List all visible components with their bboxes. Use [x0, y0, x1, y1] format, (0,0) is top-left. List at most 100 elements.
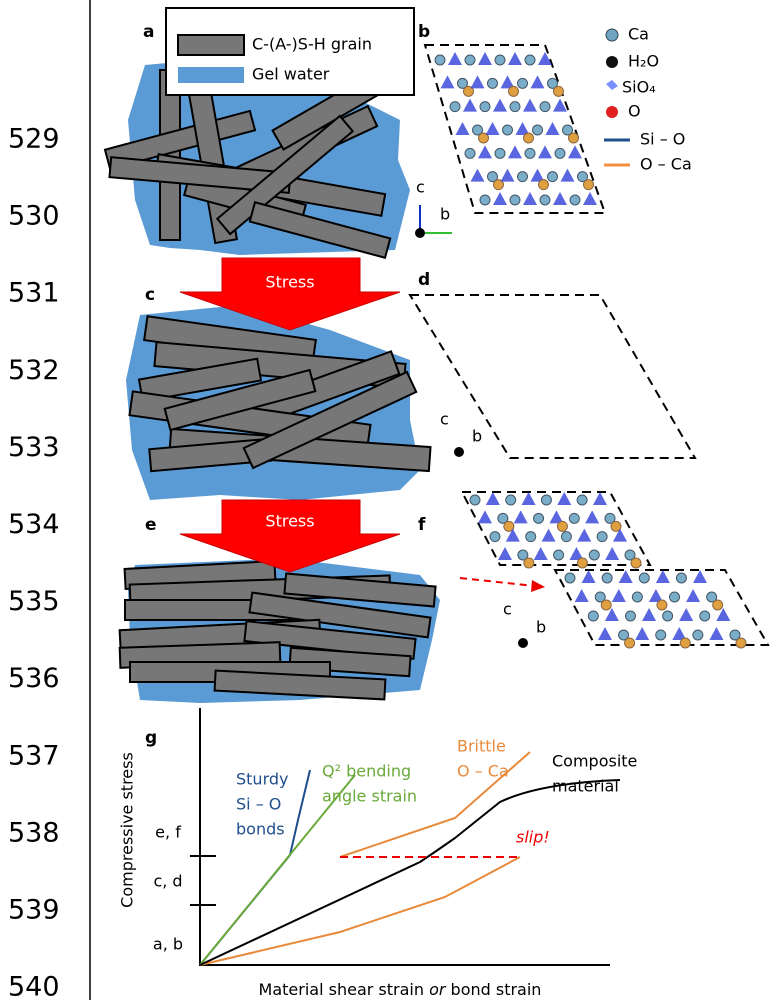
- ca-atom: [534, 513, 544, 523]
- curve-label: Brittle: [457, 737, 506, 756]
- level-label: e, f: [155, 823, 181, 842]
- ca-atom: [602, 573, 612, 583]
- ca-atom: [525, 148, 535, 158]
- tetrahedron: [522, 492, 536, 505]
- ca-atom: [495, 55, 505, 65]
- ca-atom: [663, 611, 673, 621]
- legend-icon: [606, 80, 618, 90]
- tetrahedron: [508, 145, 522, 158]
- ca-atom: [632, 592, 642, 602]
- legend-swatch-water: [178, 67, 244, 83]
- ca-atom: [597, 532, 607, 542]
- ca-atom: [524, 133, 534, 143]
- legend-swatch-grain: [178, 35, 244, 55]
- ca-atom: [525, 55, 535, 65]
- ca-atom: [555, 148, 565, 158]
- line-number: 539: [8, 895, 60, 926]
- panel-label: d: [418, 270, 430, 290]
- legend-icon: [606, 29, 618, 41]
- unit-cell: [410, 295, 695, 458]
- ca-atom: [506, 495, 516, 505]
- line-number: 532: [8, 355, 60, 386]
- curve-label: angle strain: [322, 787, 417, 806]
- panel-label: f: [418, 515, 426, 535]
- ca-atom: [524, 558, 534, 568]
- tetrahedron: [538, 52, 552, 65]
- panel-label: g: [145, 728, 157, 748]
- ca-atom: [569, 513, 579, 523]
- x-label-part: Material shear strain: [259, 980, 430, 999]
- tetrahedron: [441, 75, 455, 88]
- line-number: 540: [8, 972, 60, 1000]
- tetrahedron: [583, 192, 597, 205]
- ca-atom: [656, 630, 666, 640]
- ca-atom: [557, 521, 567, 531]
- ca-atom: [490, 532, 500, 542]
- ca-atom: [589, 550, 599, 560]
- tetrahedron: [679, 608, 693, 621]
- ca-atom: [680, 638, 690, 648]
- ca-atom: [570, 195, 580, 205]
- tetrahedron: [478, 510, 492, 523]
- ca-atom: [526, 532, 536, 542]
- ca-atom: [465, 55, 475, 65]
- line-number: 534: [8, 509, 60, 540]
- curve-label: Composite: [552, 752, 637, 771]
- ca-atom: [480, 102, 490, 112]
- ca-atom: [470, 495, 480, 505]
- tetrahedron: [693, 570, 707, 583]
- legend-sio4: SiO₄: [622, 78, 656, 97]
- ca-atom: [639, 573, 649, 583]
- line-number: 530: [8, 201, 60, 232]
- tetrahedron: [463, 99, 477, 112]
- ca-atom: [518, 78, 528, 88]
- axis-b: b: [472, 427, 482, 446]
- curve-label: Si – O: [236, 795, 281, 814]
- slip-label: slip!: [516, 828, 550, 847]
- ca-atom: [503, 125, 513, 135]
- tetrahedron: [577, 529, 591, 542]
- tetrahedron: [642, 608, 656, 621]
- level-label: a, b: [153, 935, 183, 954]
- legend-icon: [606, 106, 618, 118]
- unit-cell: [425, 45, 605, 213]
- curve-label: Sturdy: [236, 770, 289, 789]
- tetrahedron: [486, 122, 500, 135]
- axis-b: b: [536, 618, 546, 637]
- ca-atom: [584, 180, 594, 190]
- ca-atom: [510, 195, 520, 205]
- ca-atom: [625, 638, 635, 648]
- ca-atom: [700, 611, 710, 621]
- ca-atom: [541, 495, 551, 505]
- panel-label: c: [145, 285, 155, 305]
- ca-atom: [736, 638, 746, 648]
- tetrahedron: [686, 589, 700, 602]
- curve-label: bonds: [236, 820, 285, 839]
- tetrahedron: [553, 99, 567, 112]
- ca-atom: [631, 558, 641, 568]
- tetrahedron: [582, 570, 596, 583]
- shift-arrow: [460, 578, 535, 586]
- curve-label: O – Ca: [457, 762, 509, 781]
- tetrahedron: [514, 510, 528, 523]
- tetrahedron: [471, 169, 485, 182]
- x-label-part: or: [429, 980, 447, 999]
- ca-atom: [577, 495, 587, 505]
- line-number: 531: [8, 278, 60, 309]
- legend-h2o: H₂O: [628, 52, 659, 71]
- ca-atom: [495, 148, 505, 158]
- tetrahedron: [493, 99, 507, 112]
- line-number: 533: [8, 432, 60, 463]
- axis-b: b: [440, 205, 450, 224]
- tetrahedron: [534, 547, 548, 560]
- ca-atom: [561, 532, 571, 542]
- tetrahedron: [546, 122, 560, 135]
- panel-label: a: [143, 22, 154, 42]
- ca-atom: [588, 611, 598, 621]
- legend-icon: [606, 56, 618, 68]
- tetrahedron: [585, 510, 599, 523]
- ca-atom: [518, 172, 528, 182]
- ca-atom: [480, 195, 490, 205]
- ca-atom: [713, 600, 723, 610]
- tetrahedron: [478, 145, 492, 158]
